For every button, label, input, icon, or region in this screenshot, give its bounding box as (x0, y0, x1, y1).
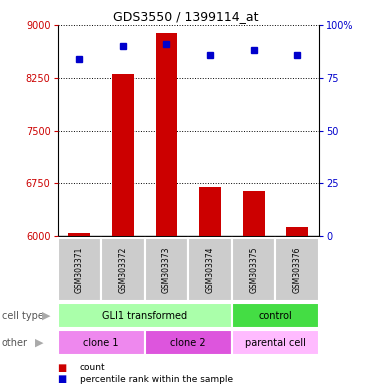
Text: ■: ■ (58, 374, 67, 384)
Text: clone 2: clone 2 (170, 338, 206, 348)
Text: ■: ■ (58, 363, 67, 373)
Text: count: count (80, 363, 105, 372)
Bar (232, 238, 276, 301)
Text: GSM303372: GSM303372 (118, 247, 127, 293)
Text: percentile rank within the sample: percentile rank within the sample (80, 375, 233, 384)
Bar (145, 330, 232, 355)
Bar (112, 74, 134, 236)
Bar (232, 303, 319, 328)
Text: ▶: ▶ (42, 311, 50, 321)
Text: parental cell: parental cell (245, 338, 306, 348)
Text: GDS3550 / 1399114_at: GDS3550 / 1399114_at (113, 10, 258, 23)
Bar (145, 238, 188, 301)
Text: GLI1 transformed: GLI1 transformed (102, 311, 187, 321)
Bar (243, 191, 265, 236)
Text: GSM303374: GSM303374 (206, 247, 214, 293)
Bar (101, 238, 145, 301)
Bar (68, 233, 90, 236)
Text: clone 1: clone 1 (83, 338, 119, 348)
Text: control: control (259, 311, 292, 321)
Bar (286, 227, 308, 236)
Text: other: other (2, 338, 28, 348)
Text: ▶: ▶ (35, 338, 43, 348)
Text: GSM303376: GSM303376 (293, 247, 302, 293)
Bar (58, 303, 232, 328)
Bar (155, 33, 177, 236)
Bar (58, 238, 101, 301)
Bar (232, 330, 319, 355)
Bar (199, 187, 221, 236)
Bar (276, 238, 319, 301)
Text: GSM303375: GSM303375 (249, 247, 258, 293)
Bar (58, 330, 145, 355)
Bar (188, 238, 232, 301)
Text: cell type: cell type (2, 311, 44, 321)
Text: GSM303371: GSM303371 (75, 247, 84, 293)
Text: GSM303373: GSM303373 (162, 247, 171, 293)
